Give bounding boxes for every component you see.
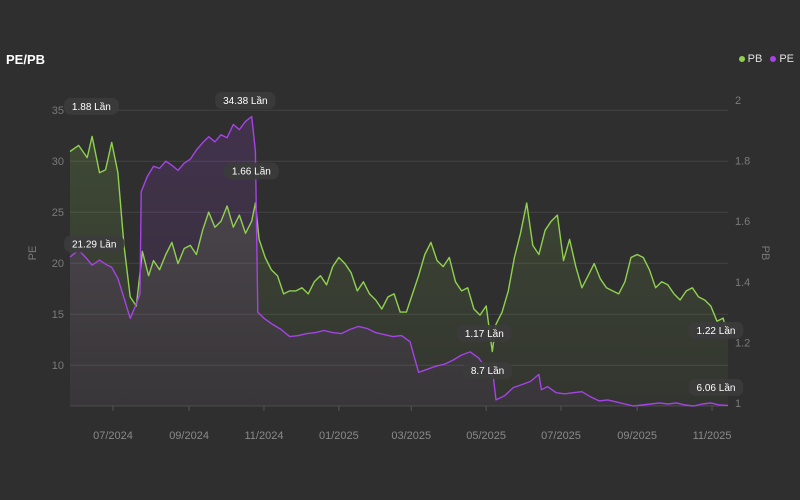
callout-label: 34.38 Lần (223, 95, 268, 107)
line-layer (69, 115, 729, 407)
callout-label: 8.7 Lần (471, 365, 504, 377)
x-tick-label: 07/2025 (541, 430, 581, 442)
chart-title: PE/PB (6, 52, 46, 67)
pb-line (69, 135, 729, 353)
legend-dot-pe (770, 56, 777, 62)
value-callout: 1.22 Lần (688, 321, 744, 339)
x-tick-label: 11/2025 (693, 430, 732, 442)
callout-background (64, 235, 125, 253)
callout-background (215, 92, 276, 110)
y-right-tick-label: 2 (735, 95, 741, 107)
callout-label: 1.22 Lần (697, 325, 736, 337)
pe-line (69, 115, 729, 407)
callout-background (64, 97, 119, 115)
area-layer (70, 116, 728, 406)
y-right-tick-label: 1.2 (735, 337, 750, 349)
chart-legend: PB PE (738, 53, 794, 65)
legend-label-pb: PB (747, 53, 763, 65)
x-tick-label: 11/2024 (244, 430, 283, 442)
callout-label: 1.66 Lần (232, 166, 271, 178)
y-right-tick-label: 1 (735, 398, 741, 410)
x-tick-label: 09/2025 (617, 430, 657, 442)
value-callout: 6.06 Lần (688, 378, 744, 396)
callout-label: 1.17 Lần (465, 328, 504, 340)
y-right-tick-label: 1.6 (735, 216, 750, 228)
y-left-tick-label: 25 (52, 207, 64, 219)
y-left-axis-title: PE (27, 246, 39, 261)
callout-background (462, 361, 513, 379)
x-tick-label: 03/2025 (391, 430, 431, 442)
x-tick-label: 01/2025 (319, 430, 359, 442)
y-left-tick-label: 35 (52, 105, 64, 117)
pe-area (70, 116, 728, 406)
y-left-tick-label: 20 (52, 258, 64, 270)
y-right-tick-label: 1.4 (735, 277, 750, 289)
callout-background (688, 378, 744, 396)
legend-label-pe: PE (779, 53, 794, 65)
legend-item-pb[interactable]: PB (738, 53, 763, 65)
callout-label: 21.29 Lần (72, 239, 117, 251)
x-tick-label: 09/2024 (169, 430, 209, 442)
callout-background (688, 321, 744, 339)
x-tick-label: 05/2025 (466, 430, 506, 442)
callout-label: 6.06 Lần (697, 382, 736, 394)
value-callout: 1.88 Lần (64, 97, 119, 115)
callout-background (223, 162, 279, 180)
value-callout: 1.66 Lần (223, 162, 279, 180)
y-right-axis-title: PB (759, 246, 771, 261)
x-tick-label: 07/2024 (93, 430, 133, 442)
label-layer: 1.88 Lần 1.66 Lần 1.17 Lần 1.22 Lần 21.29 Lầ… (64, 92, 744, 396)
value-callout: 21.29 Lần (64, 235, 125, 253)
callout-background (456, 324, 512, 342)
callout-label: 1.88 Lần (72, 101, 111, 113)
y-left-tick-label: 10 (52, 360, 64, 372)
y-left-tick-label: 15 (52, 309, 64, 321)
legend-item-pe[interactable]: PE (770, 53, 794, 65)
y-left-tick-label: 30 (52, 156, 64, 168)
axis-layer: 10 15 20 25 30 35 1 1.2 1.4 1.6 1.8 2 07/2024 09/2024… (27, 95, 771, 442)
y-right-tick-label: 1.8 (735, 156, 750, 168)
legend-dot-pb (738, 56, 745, 62)
value-callout: 34.38 Lần (215, 92, 276, 110)
value-callout: 1.17 Lần (456, 324, 512, 342)
value-callout: 8.7 Lần (462, 361, 513, 379)
